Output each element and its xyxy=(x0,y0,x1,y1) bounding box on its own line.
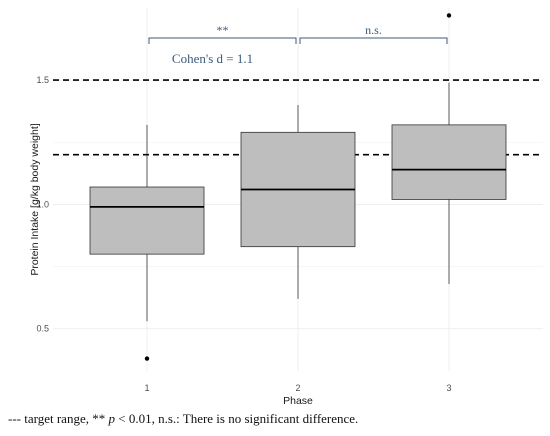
significance-bracket xyxy=(299,37,448,44)
box-iqr xyxy=(89,186,205,255)
y-tick-label: 1.0 xyxy=(36,199,49,209)
annotation-1-2: ** Cohen's d = 1.1 xyxy=(148,23,297,66)
outlier-point xyxy=(446,13,452,18)
x-tick-label: 2 xyxy=(295,383,300,393)
box-phase-3 xyxy=(391,13,507,284)
caption-text-2: < 0.01, n.s.: There is no significant di… xyxy=(114,411,359,426)
box-plot-chart: ** Cohen's d = 1.1 n.s. 0.5 1.0 1.5 1 2 3 Phas… xyxy=(29,8,543,405)
significance-bracket xyxy=(148,37,297,44)
significance-label: n.s. xyxy=(365,23,382,37)
y-tick-label: 1.5 xyxy=(36,75,49,85)
x-tick-label: 1 xyxy=(144,383,149,393)
y-axis-title: Protein Intake [g/kg body weight] xyxy=(29,123,41,275)
significance-label: ** xyxy=(217,23,229,37)
x-tick-label: 3 xyxy=(446,383,451,393)
caption-dash-symbol: --- xyxy=(8,411,21,426)
box-iqr xyxy=(391,124,507,200)
box-phase-1 xyxy=(89,124,205,361)
caption-p-symbol: p xyxy=(108,411,115,426)
boxes xyxy=(89,13,507,361)
annotation-2-3: n.s. xyxy=(299,23,448,44)
figure-caption: --- target range, ** p < 0.01, n.s.: The… xyxy=(8,411,543,427)
effect-size-label: Cohen's d = 1.1 xyxy=(172,51,253,66)
caption-text-1: target range, ** xyxy=(21,411,109,426)
outlier-point xyxy=(144,356,150,361)
y-tick-labels: 0.5 1.0 1.5 xyxy=(36,75,49,334)
significance-annotations: ** Cohen's d = 1.1 n.s. xyxy=(148,23,448,66)
x-axis-title: Phase xyxy=(283,395,313,405)
box-phase-2 xyxy=(240,104,356,299)
x-tick-labels: 1 2 3 xyxy=(144,383,451,393)
y-tick-label: 0.5 xyxy=(36,324,49,334)
